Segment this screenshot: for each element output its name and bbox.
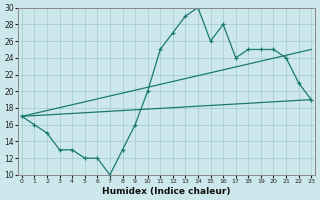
X-axis label: Humidex (Indice chaleur): Humidex (Indice chaleur) (102, 187, 231, 196)
